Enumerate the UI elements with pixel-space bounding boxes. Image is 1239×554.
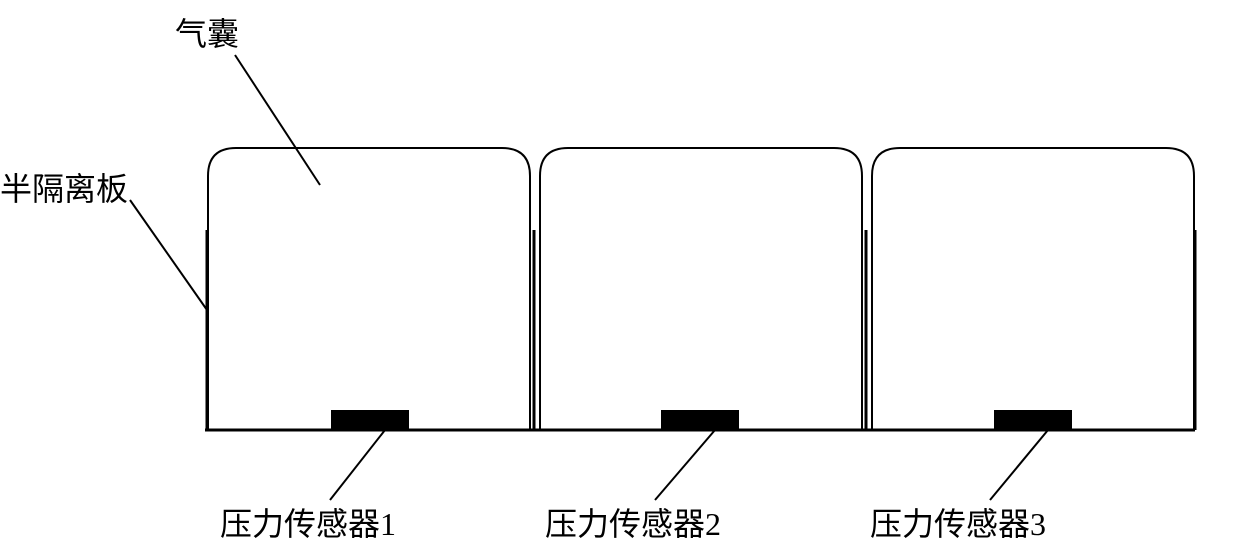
pressure-sensor-2 xyxy=(661,410,739,430)
label-sensor1: 压力传感器1 xyxy=(220,506,396,542)
label-sensor3: 压力传感器3 xyxy=(870,506,1046,542)
label-sensor2: 压力传感器2 xyxy=(545,506,721,542)
canvas-background xyxy=(0,0,1239,554)
label-airbag: 气囊 xyxy=(175,16,239,52)
label-separator: 半隔离板 xyxy=(0,171,128,207)
pressure-sensor-3 xyxy=(994,410,1072,430)
pressure-sensor-1 xyxy=(331,410,409,430)
